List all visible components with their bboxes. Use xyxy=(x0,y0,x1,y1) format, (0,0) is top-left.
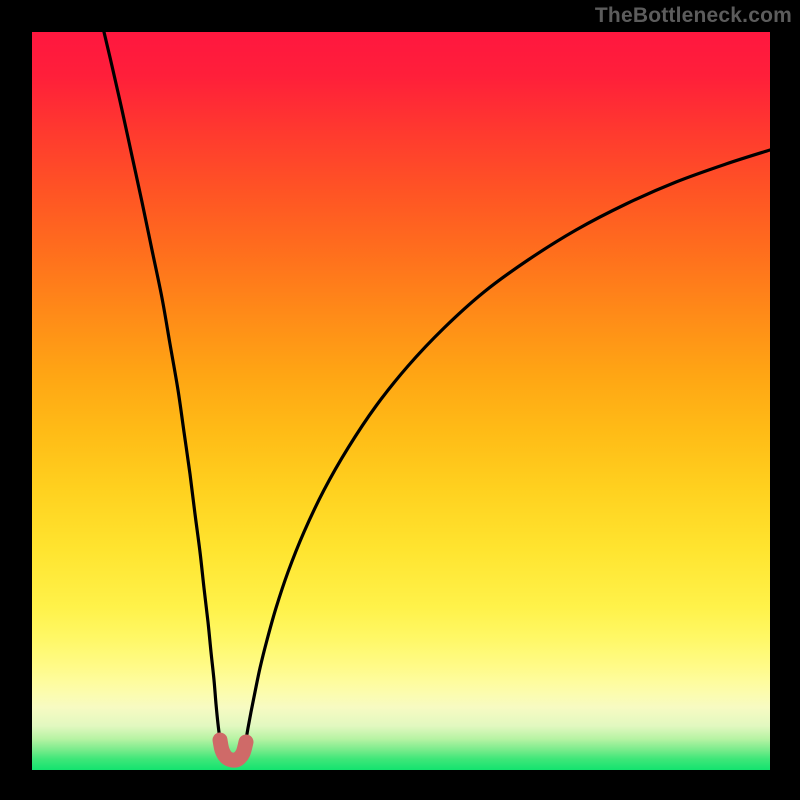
plot-area xyxy=(32,32,770,770)
plot-svg xyxy=(32,32,770,770)
gradient-background xyxy=(32,32,770,770)
watermark-text: TheBottleneck.com xyxy=(595,4,792,28)
